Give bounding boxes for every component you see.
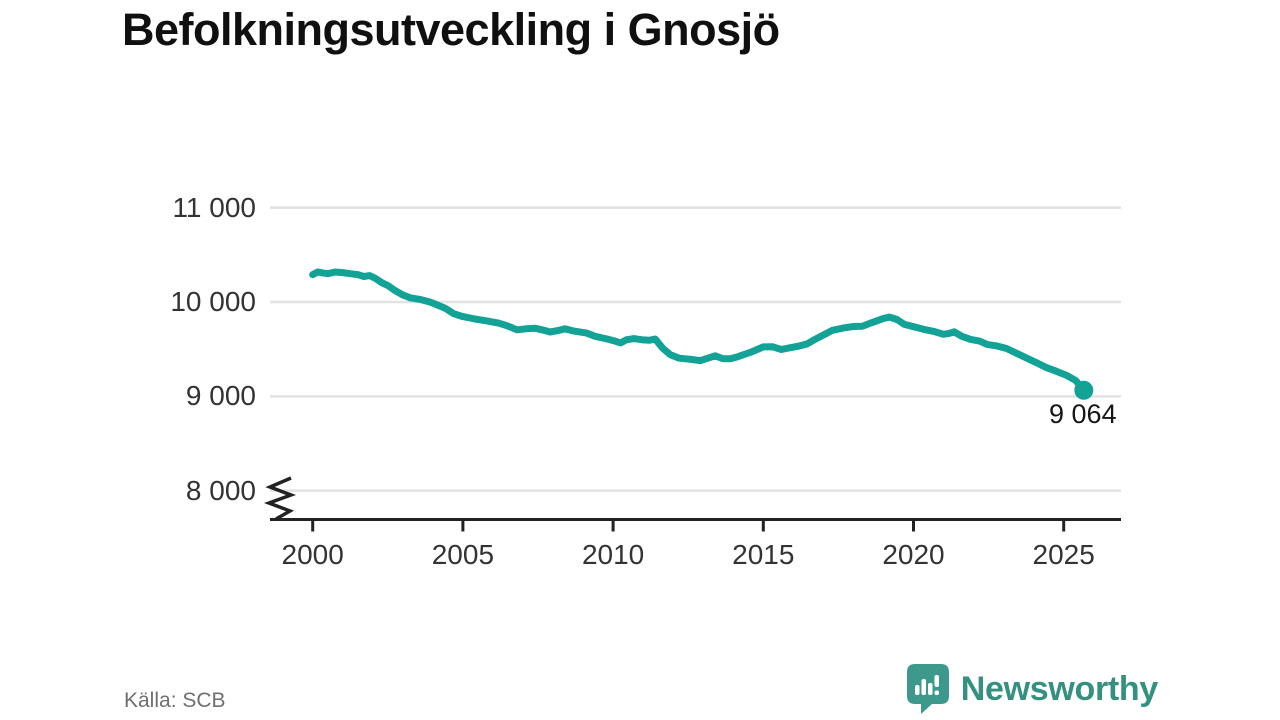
gridlines [270,206,1121,492]
logo-bar-chart-glyph [914,675,939,695]
x-tick-label: 2010 [581,539,645,570]
x-tick-label: 2025 [1032,539,1095,570]
axis-break-icon [263,476,297,521]
source-note: Källa: SCB [124,689,226,712]
y-tick-label: 9 000 [185,380,256,412]
chart-title: Befolkningsutveckling i Gnosjö [122,4,780,55]
x-axis-ticks [311,521,1066,532]
newsworthy-logo-icon [906,664,949,714]
y-tick-label: 10 000 [170,286,256,317]
x-tick-label: 2000 [281,539,344,570]
x-tick-label: 2005 [431,539,495,570]
x-tick-label: 2020 [882,539,945,570]
last-value-label: 9 064 [1049,399,1117,430]
last-point-marker [1074,380,1094,400]
population-line [309,268,1088,394]
y-tick-label: 8 000 [185,474,256,506]
x-tick-label: 2015 [732,539,795,570]
y-tick-label: 11 000 [172,191,256,223]
newsworthy-branding: Newsworthy [906,664,1159,714]
newsworthy-wordmark: Newsworthy [960,669,1159,708]
